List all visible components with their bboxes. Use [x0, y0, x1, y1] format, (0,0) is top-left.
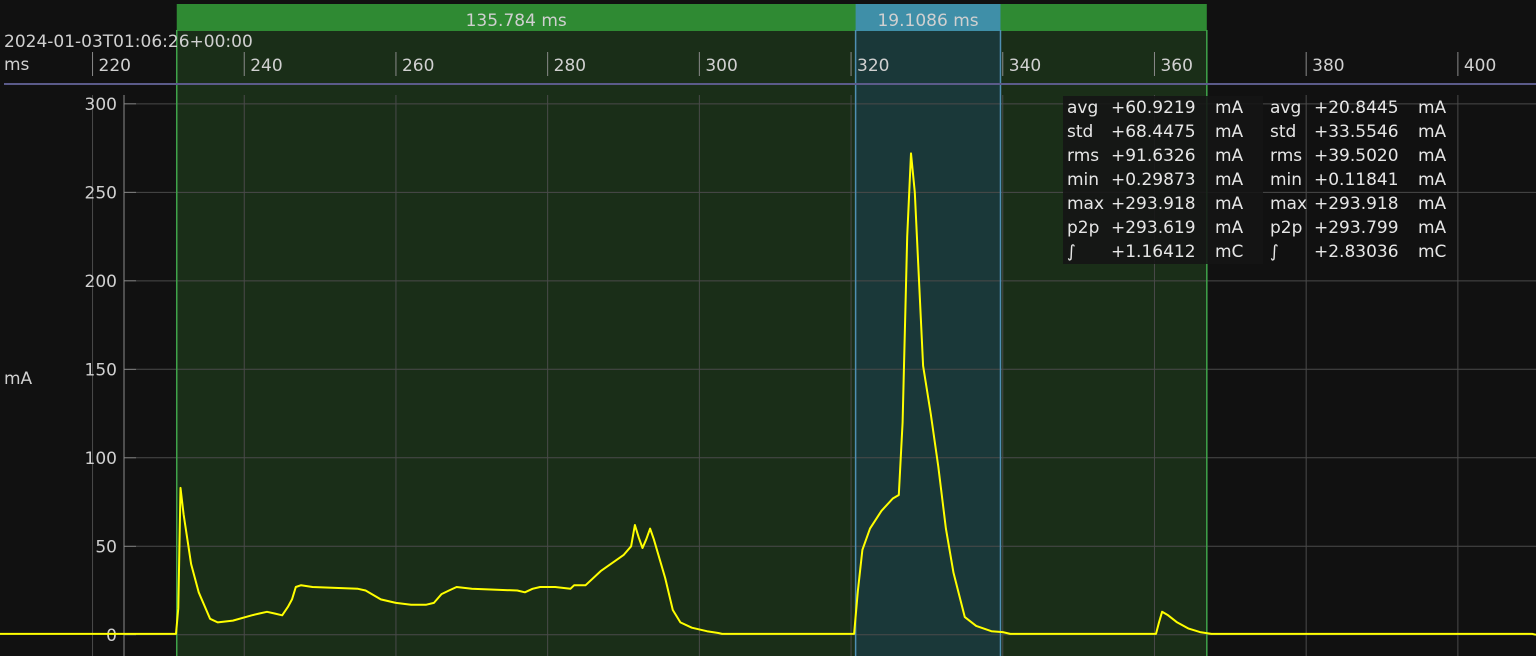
y-tick-label: 250 [85, 183, 117, 203]
x-tick-label: 240 [250, 56, 282, 76]
timestamp-label: 2024-01-03T01:06:26+00:00 [4, 32, 253, 52]
stat-name: min [1270, 170, 1303, 190]
stat-value: +0.29873 [1111, 170, 1196, 190]
stat-value: +20.8445 [1314, 98, 1399, 118]
y-tick-label: 200 [85, 272, 117, 292]
stat-value: +2.83036 [1314, 242, 1399, 262]
current-trace-line [0, 152, 1536, 636]
stat-name: ∫ [1067, 242, 1076, 262]
x-tick-label: 320 [857, 56, 889, 76]
stat-unit: mA [1215, 218, 1244, 238]
stat-name: ∫ [1270, 242, 1279, 262]
stat-value: +91.6326 [1111, 146, 1196, 166]
stat-value: +1.16412 [1111, 242, 1196, 262]
stat-row-std: std +33.5546 mA [1270, 120, 1460, 144]
single-window-shading [855, 30, 1001, 656]
stat-value: +293.799 [1314, 218, 1399, 238]
dual-marker-region [176, 30, 1207, 656]
stat-name: p2p [1067, 218, 1100, 238]
stat-name: std [1067, 122, 1094, 142]
stat-name: avg [1067, 98, 1099, 118]
dual-marker-stats-panel: avg +60.9219 mA std +68.4475 mA rms +91.6326 mA m… [1063, 96, 1263, 264]
y-tick-label: 100 [85, 449, 117, 469]
x-tick-label: 380 [1312, 56, 1344, 76]
stat-row-integral: ∫ +1.16412 mC [1067, 240, 1257, 264]
y-tick-label: 150 [85, 360, 117, 380]
stat-value: +68.4475 [1111, 122, 1196, 142]
stat-unit: mA [1418, 194, 1447, 214]
stat-name: max [1270, 194, 1308, 214]
dual-marker-bar[interactable] [176, 4, 1207, 31]
stat-row-rms: rms +39.5020 mA [1270, 144, 1460, 168]
x-tick-label: 280 [554, 56, 586, 76]
y-unit-label: mA [4, 369, 33, 389]
stat-unit: mA [1418, 98, 1447, 118]
x-axis-ticks: 220 240 260 280 300 320 340 360 380 400 [92, 52, 1496, 76]
stat-unit: mA [1215, 146, 1244, 166]
stat-row-max: max +293.918 mA [1270, 192, 1460, 216]
marker-label-bar: 135.784 ms 19.1086 ms [176, 4, 1207, 31]
stat-value: +293.918 [1111, 194, 1196, 214]
y-tick-label: 50 [95, 537, 117, 557]
stat-value: +60.9219 [1111, 98, 1196, 118]
stat-name: rms [1270, 146, 1303, 166]
stat-row-p2p: p2p +293.619 mA [1067, 216, 1257, 240]
x-tick-label: 400 [1464, 56, 1496, 76]
stat-unit: mA [1418, 170, 1447, 190]
stat-row-max: max +293.918 mA [1067, 192, 1257, 216]
stat-row-avg: avg +20.8445 mA [1270, 96, 1460, 120]
stat-unit: mA [1215, 194, 1244, 214]
stat-name: max [1067, 194, 1105, 214]
stat-name: p2p [1270, 218, 1303, 238]
y-tick-label: 300 [85, 95, 117, 115]
stat-name: avg [1270, 98, 1302, 118]
stat-value: +293.918 [1314, 194, 1399, 214]
stat-row-std: std +68.4475 mA [1067, 120, 1257, 144]
stat-value: +293.619 [1111, 218, 1196, 238]
stat-value: +33.5546 [1314, 122, 1399, 142]
dual-marker-delta-label: 135.784 ms [466, 11, 567, 31]
stat-unit: mA [1215, 122, 1244, 142]
stat-row-rms: rms +91.6326 mA [1067, 144, 1257, 168]
stat-row-integral: ∫ +2.83036 mC [1270, 240, 1460, 264]
stat-unit: mC [1215, 242, 1244, 262]
x-tick-label: 340 [1009, 56, 1041, 76]
x-tick-label: 260 [402, 56, 434, 76]
stat-name: min [1067, 170, 1100, 190]
x-tick-label: 300 [705, 56, 737, 76]
single-window-stats-panel: avg +20.8445 mA std +33.5546 mA rms +39.5020 mA m… [1266, 96, 1464, 264]
y-tick-label: 0 [106, 626, 117, 646]
stat-row-avg: avg +60.9219 mA [1067, 96, 1257, 120]
x-tick-label: 360 [1160, 56, 1192, 76]
stat-name: std [1270, 122, 1297, 142]
stat-unit: mC [1418, 242, 1447, 262]
y-axis-ticks: 0 50 100 150 200 250 300 [85, 95, 136, 656]
stat-unit: mA [1418, 122, 1447, 142]
stat-row-min: min +0.11841 mA [1270, 168, 1460, 192]
x-tick-label: 220 [99, 56, 131, 76]
x-unit-label: ms [4, 55, 30, 75]
stat-unit: mA [1215, 170, 1244, 190]
stat-unit: mA [1215, 98, 1244, 118]
stat-unit: mA [1418, 146, 1447, 166]
dual-marker-shading [176, 30, 1207, 656]
single-window-region [855, 30, 1001, 656]
current-series [0, 152, 1536, 636]
stat-unit: mA [1418, 218, 1447, 238]
single-window-delta-label: 19.1086 ms [877, 11, 978, 31]
stat-value: +39.5020 [1314, 146, 1399, 166]
stat-row-min: min +0.29873 mA [1067, 168, 1257, 192]
stat-value: +0.11841 [1314, 170, 1399, 190]
stat-name: rms [1067, 146, 1100, 166]
single-window-bar[interactable] [855, 4, 1001, 31]
stat-row-p2p: p2p +293.799 mA [1270, 216, 1460, 240]
